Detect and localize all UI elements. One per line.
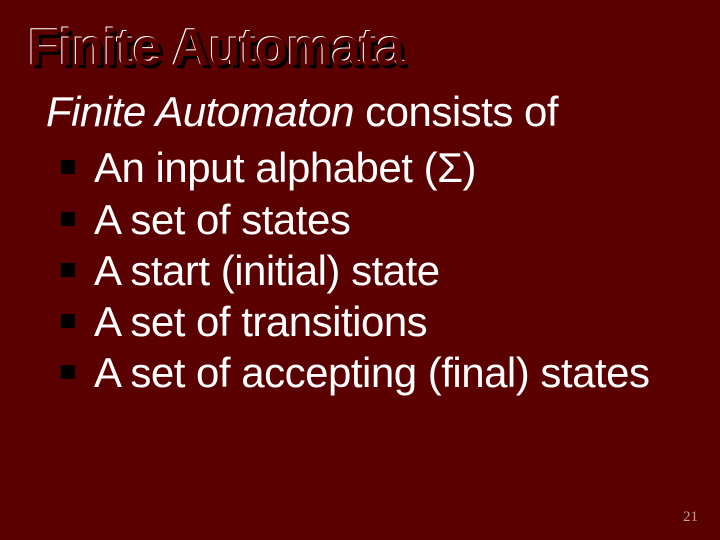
intro-rest: consists of [365,88,558,135]
slide-body: Finite Automaton consists of An input al… [46,88,690,398]
list-item: A set of accepting (final) states [46,347,690,398]
intro-emphasis: Finite Automaton [46,88,365,135]
slide-title-text: Finite Automata [28,18,404,78]
list-item: A start (initial) state [46,245,690,296]
page-number: 21 [683,509,698,526]
list-item: A set of states [46,194,690,245]
intro-line: Finite Automaton consists of [46,88,690,136]
bullet-list: An input alphabet (Σ) A set of states A … [46,142,690,398]
list-item: A set of transitions [46,296,690,347]
list-item: An input alphabet (Σ) [46,142,690,193]
